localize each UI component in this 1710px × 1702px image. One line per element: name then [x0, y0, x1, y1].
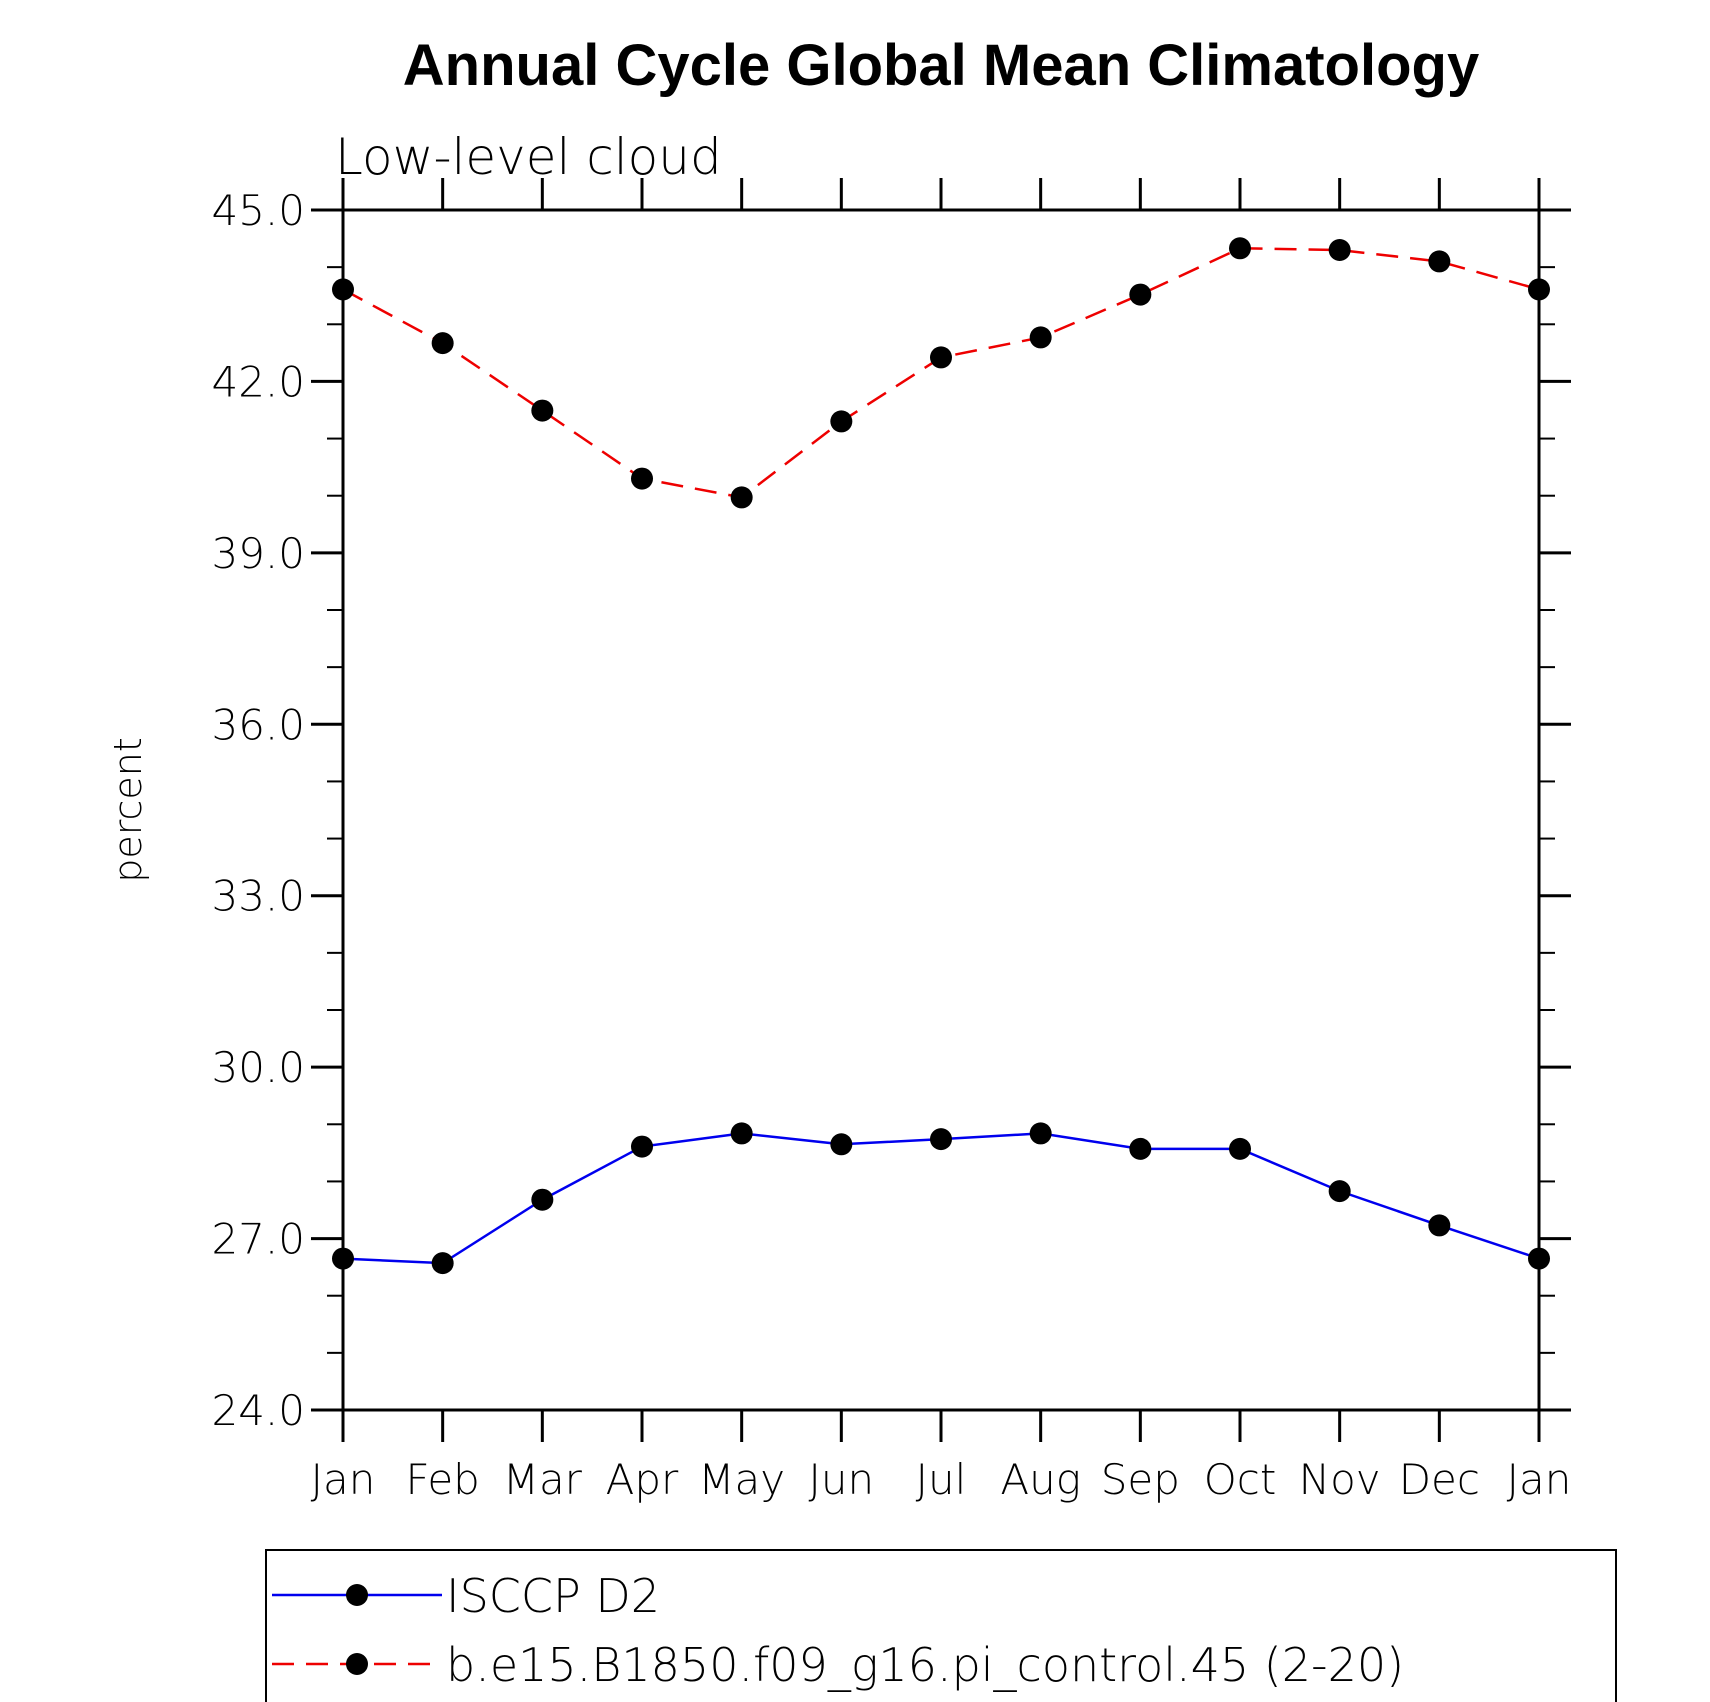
axis-ticks [311, 178, 1571, 1442]
series-0-point [930, 1128, 952, 1151]
x-tick-label: Oct [1204, 1455, 1277, 1504]
x-tick-label: Aug [1000, 1455, 1081, 1504]
series-1-point [631, 467, 653, 490]
x-tick-labels: Jan Feb Mar Apr May Jun Jul Aug Sep Oct Nov Dec Jan [311, 1455, 1572, 1504]
y-tick-label: 36.0 [211, 700, 305, 749]
x-tick-label: Apr [606, 1455, 679, 1504]
legend-marker-1 [346, 1653, 368, 1675]
series-0-point [1528, 1247, 1550, 1270]
y-tick-label: 42.0 [211, 357, 305, 406]
series-1-point [531, 399, 554, 422]
series-0-point [1029, 1122, 1052, 1145]
x-tick-label: Jan [1507, 1455, 1572, 1504]
plot-frame [341, 208, 1541, 1412]
chart-subtitle: Low-level cloud [335, 128, 722, 186]
series-line-1 [342, 247, 1540, 499]
series-line-0 [342, 1132, 1540, 1265]
x-tick-label: Sep [1101, 1455, 1180, 1504]
x-tick-label: Dec [1399, 1455, 1480, 1504]
y-tick-label: 24.0 [211, 1386, 305, 1435]
series-0-point [431, 1252, 454, 1275]
series-1-point [1528, 278, 1550, 301]
x-tick-label: Mar [503, 1455, 583, 1504]
y-tick-labels: 24.0 27.0 30.0 33.0 36.0 39.0 42.0 45.0 [211, 186, 305, 1435]
series-0-point [830, 1133, 853, 1156]
series-0-point [332, 1247, 354, 1270]
series-lines [342, 247, 1540, 1265]
series-0-point [631, 1135, 653, 1158]
series-0-point [1328, 1180, 1351, 1203]
legend: ISCCP D2 b.e15.B1850.f09_g16.pi_control.4… [272, 1569, 1404, 1692]
x-tick-label: Feb [405, 1455, 479, 1504]
x-tick-label: May [698, 1455, 785, 1504]
y-tick-label: 27.0 [211, 1215, 305, 1264]
series-0-point [1229, 1137, 1251, 1160]
y-axis-label: percent [106, 737, 150, 883]
legend-label-1: b.e15.B1850.f09_g16.pi_control.45 (2-20) [446, 1638, 1404, 1692]
y-tick-label: 39.0 [211, 529, 305, 578]
series-1-point [930, 346, 952, 369]
legend-box [265, 1549, 1617, 1702]
series-points [332, 237, 1550, 1275]
legend-marker-0 [346, 1584, 368, 1606]
x-tick-label: Jun [809, 1455, 875, 1504]
x-tick-label: Jul [916, 1455, 967, 1504]
series-1-point [1029, 326, 1052, 349]
series-0-point [531, 1188, 554, 1211]
series-1-point [1328, 239, 1351, 261]
y-tick-label: 30.0 [211, 1043, 305, 1092]
x-tick-label: Jan [311, 1455, 376, 1504]
y-tick-label: 45.0 [211, 186, 305, 235]
series-1-point [1229, 237, 1251, 260]
series-0-point [1129, 1137, 1152, 1160]
series-1-point [431, 332, 454, 355]
series-0-point [1428, 1214, 1451, 1237]
y-tick-label: 33.0 [211, 872, 305, 921]
series-1-point [332, 278, 354, 301]
chart-title: Annual Cycle Global Mean Climatology [403, 33, 1479, 98]
x-tick-label: Nov [1299, 1455, 1381, 1504]
series-1-point [1129, 283, 1152, 306]
series-1-point [730, 486, 753, 509]
series-0-point [730, 1122, 753, 1145]
series-1-point [830, 410, 853, 433]
series-1-point [1428, 250, 1451, 273]
legend-label-0: ISCCP D2 [446, 1569, 660, 1623]
